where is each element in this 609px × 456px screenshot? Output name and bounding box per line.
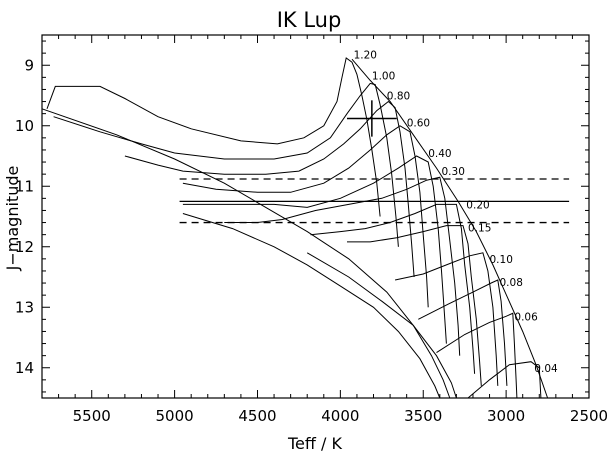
y-axis-ticks: 9 10 11 12 13 14 [15, 40, 589, 393]
track-line-5 [182, 155, 447, 344]
mass-label: 0.08 [500, 277, 523, 289]
x-tick-label: 4500 [238, 407, 276, 425]
track-line-13 [41, 108, 451, 399]
track-line-7 [310, 203, 476, 374]
mass-label: 0.10 [490, 254, 513, 266]
y-tick-label: 11 [15, 177, 34, 195]
track-line-16 [306, 252, 457, 399]
track-line-2 [53, 82, 399, 247]
track-line-12 [467, 361, 542, 399]
track-line-9 [394, 252, 499, 386]
track-line-4 [182, 125, 429, 308]
mass-label: 0.40 [428, 148, 451, 160]
x-tick-label: 2500 [570, 407, 608, 425]
mass-label: 0.06 [514, 311, 538, 323]
mass-label: 1.20 [354, 49, 377, 61]
isochrone-tracks [41, 57, 549, 399]
y-tick-label: 13 [15, 298, 34, 316]
mass-label: 0.60 [407, 118, 430, 130]
mass-labels: 1.20 1.00 0.80 0.60 0.40 0.30 0.20 0.15 0.10 0.08… [354, 49, 558, 374]
track-line-11 [436, 312, 518, 399]
y-tick-label: 10 [15, 117, 34, 135]
track-line-10 [418, 279, 508, 386]
track-line-15 [182, 213, 441, 399]
y-tick-label: 9 [24, 56, 34, 74]
reference-lines [179, 178, 570, 224]
track-line-14 [351, 58, 549, 399]
y-tick-label: 12 [15, 238, 34, 256]
mass-label: 0.20 [466, 199, 489, 211]
x-axis-label: Teff / K [287, 434, 342, 453]
track-line-8 [347, 225, 482, 386]
mass-label: 0.15 [468, 222, 491, 234]
track-line-1 [46, 57, 381, 217]
mass-label: 0.30 [442, 166, 465, 178]
mass-label: 0.04 [534, 363, 558, 375]
x-tick-label: 3500 [404, 407, 442, 425]
x-tick-label: 5500 [73, 407, 111, 425]
x-tick-label: 4000 [321, 407, 359, 425]
plot-frame [41, 34, 590, 399]
chart-title: IK Lup [277, 8, 342, 32]
track-line-6 [224, 176, 461, 356]
track-line-3 [124, 100, 415, 278]
y-axis-label: J−magnitude [3, 166, 22, 272]
x-tick-label: 5000 [156, 407, 194, 425]
x-axis-ticks: 5500 5000 4500 4000 3500 3000 2500 [58, 35, 608, 425]
x-tick-label: 3000 [487, 407, 525, 425]
mass-label: 1.00 [372, 71, 395, 83]
star-marker [346, 100, 397, 137]
mass-label: 0.80 [387, 91, 410, 103]
y-tick-label: 14 [15, 359, 34, 377]
